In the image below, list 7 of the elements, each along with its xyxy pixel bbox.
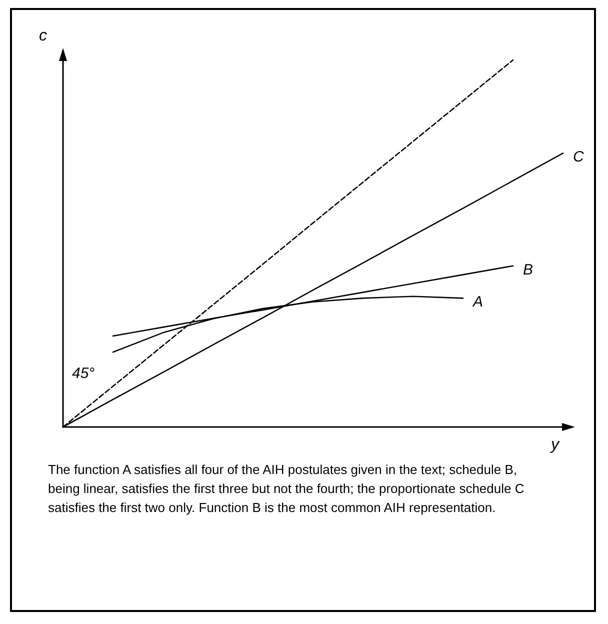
x-axis-title: y bbox=[550, 436, 560, 454]
series-label: A bbox=[472, 294, 484, 311]
series-label: B bbox=[523, 261, 534, 278]
y-axis-title: c bbox=[39, 28, 47, 44]
series-label: C bbox=[573, 148, 584, 166]
text: The function A satisfies all four of the AIH postulates given in the text; schedule B, being linear, satisfies the first three but not the fourth; the proportionate schedule C satisfies the first two only. Function B is the most common AIH representation. bbox=[48, 462, 528, 515]
annotation: 45° bbox=[72, 365, 95, 382]
